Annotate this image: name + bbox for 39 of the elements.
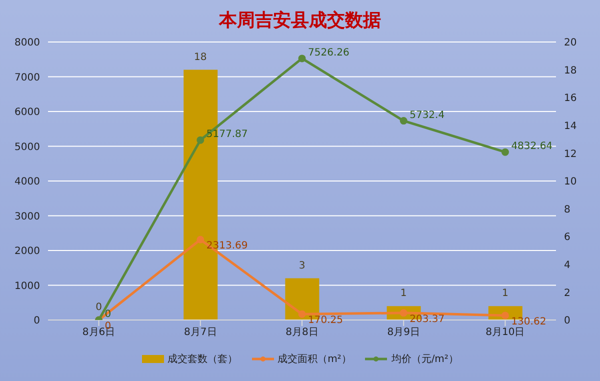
- y2-tick-label: 0: [564, 316, 570, 327]
- x-tick-label: 8月9日: [387, 327, 420, 338]
- x-tick-label: 8月7日: [184, 327, 217, 338]
- y-tick-label: 5000: [14, 142, 40, 153]
- y2-tick-label: 8: [564, 204, 570, 216]
- legend-label: 均价（元/m²）: [391, 353, 458, 366]
- chart-title: 本周吉安县成交数据: [218, 9, 382, 32]
- y-tick-label: 4000: [14, 176, 40, 188]
- y-tick-label: 6000: [14, 107, 40, 118]
- data-label: 18: [194, 52, 207, 63]
- y-tick-label: 2000: [14, 246, 40, 258]
- y-tick-label: 3000: [14, 211, 40, 222]
- data-label: 3: [298, 260, 306, 272]
- y2-tick-label: 20: [564, 38, 577, 49]
- y-tick-label: 1000: [14, 280, 40, 292]
- data-label: 170.25: [308, 315, 343, 326]
- data-label: 130.62: [511, 316, 546, 328]
- y2-tick-label: 2: [564, 288, 570, 299]
- legend-label: 成交套数（套）: [168, 352, 238, 366]
- y2-tick-label: 12: [564, 148, 577, 160]
- y-tick-label: 7000: [14, 72, 40, 84]
- y2-tick-label: 16: [564, 93, 577, 104]
- y-tick-label: 0: [34, 316, 40, 327]
- y2-tick-label: 18: [564, 65, 577, 76]
- y-tick-label: 8000: [14, 38, 40, 49]
- data-label: 5732.4: [410, 110, 445, 121]
- data-label: 1: [400, 288, 407, 300]
- y2-tick-label: 10: [564, 176, 577, 188]
- x-tick-label: 8月8日: [286, 327, 318, 338]
- legend-label: 成交面积（m²）: [278, 352, 352, 366]
- y2-tick-label: 4: [564, 260, 570, 271]
- data-label: 0: [96, 302, 102, 313]
- data-label: 1: [502, 288, 508, 300]
- x-tick-label: 8月10日: [486, 327, 525, 338]
- y2-tick-label: 6: [564, 232, 570, 244]
- data-label: 4832.64: [511, 141, 553, 152]
- data-label: 203.37: [410, 314, 445, 325]
- data-label: 7526.26: [308, 47, 350, 58]
- y2-tick-label: 14: [564, 120, 577, 132]
